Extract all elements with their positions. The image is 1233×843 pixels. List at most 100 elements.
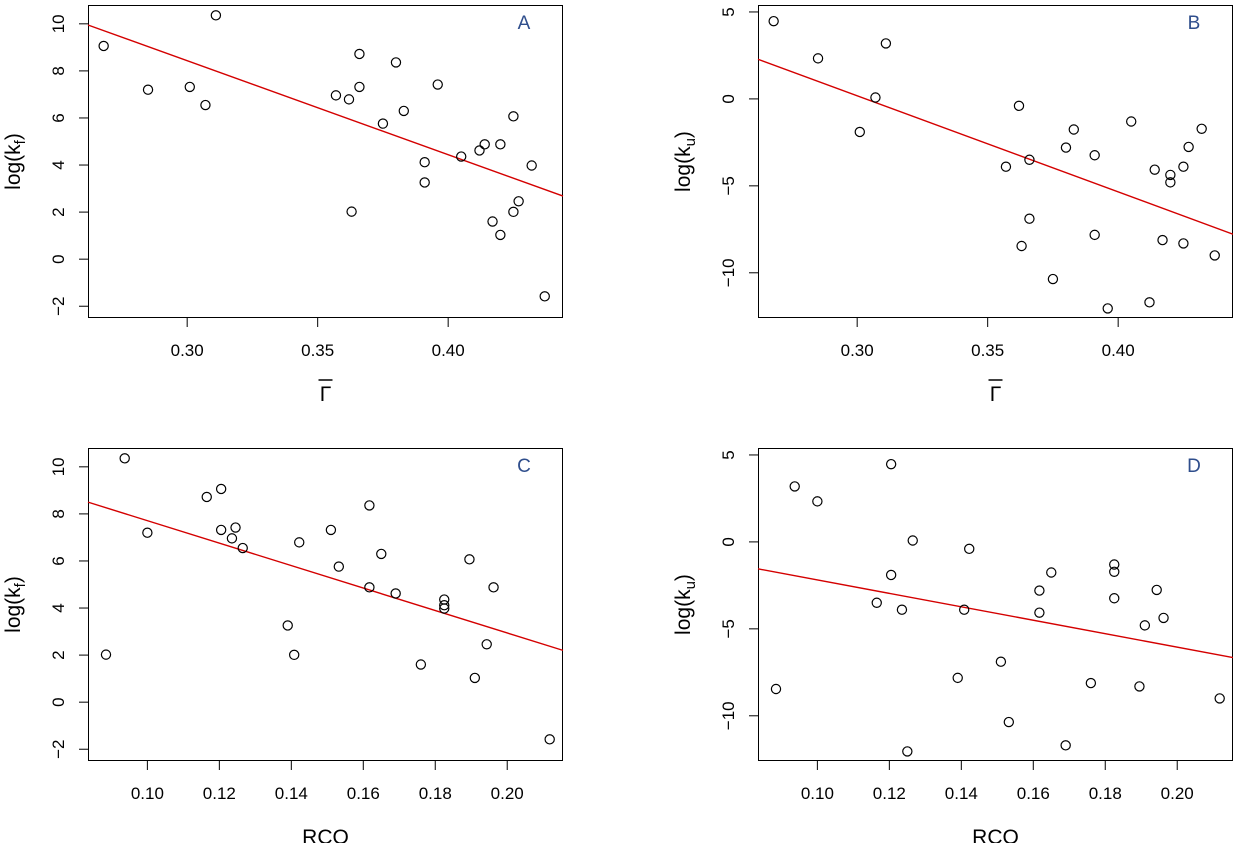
data-point [98, 40, 109, 52]
data-point [346, 206, 357, 217]
x-tick-label: 0.14 [275, 784, 308, 803]
regression-line [757, 58, 1233, 235]
data-point [885, 569, 897, 581]
data-point [1024, 213, 1035, 224]
x-tick-label: 0.12 [203, 784, 236, 803]
data-point [1085, 677, 1097, 689]
data-point [376, 548, 387, 560]
x-tick-label: 0.12 [873, 784, 906, 803]
y-axis-title-base: log(k [672, 146, 695, 192]
data-point [1060, 740, 1071, 751]
data-point [880, 38, 892, 49]
y-tick-label: −10 [719, 258, 738, 287]
data-point [1183, 141, 1194, 153]
y-tick-label: −2 [49, 740, 68, 759]
data-point [226, 533, 238, 544]
y-tick-label: 4 [49, 603, 68, 612]
x-axis-title: RCO [302, 826, 349, 843]
x-tick-label: 0.40 [1102, 341, 1135, 360]
data-point [1024, 154, 1035, 165]
data-point [1068, 124, 1079, 135]
plot-frame [88, 448, 563, 761]
data-point [1109, 559, 1120, 570]
data-point [325, 524, 337, 536]
data-point [210, 10, 222, 21]
x-axis-title: Γ [990, 383, 1002, 406]
data-point [812, 496, 823, 507]
data-point [1209, 250, 1220, 261]
data-point [1178, 238, 1189, 249]
x-tick-label: 0.16 [1017, 784, 1050, 803]
y-axis-title-close: ) [2, 576, 25, 583]
y-axis-title: log(kf) [2, 576, 29, 633]
x-tick-label: 0.20 [1161, 784, 1194, 803]
data-point [333, 561, 345, 572]
data-point [398, 105, 409, 117]
y-axis-title: log(ku) [672, 574, 699, 635]
data-point [354, 48, 365, 60]
data-point [390, 588, 401, 599]
data-point [294, 537, 305, 548]
x-tick-label: 0.18 [1089, 784, 1122, 803]
x-tick-label: 0.10 [801, 784, 834, 803]
data-point [1157, 234, 1168, 246]
data-point [964, 543, 975, 555]
data-point [184, 81, 195, 93]
panel-label: D [1187, 456, 1201, 477]
y-axis-title-close: ) [672, 131, 695, 138]
data-point [364, 500, 375, 511]
y-tick-label: 0 [49, 254, 68, 263]
data-point [1060, 142, 1072, 153]
data-point [1126, 116, 1137, 127]
data-point [1000, 161, 1012, 172]
data-point [119, 453, 130, 464]
y-tick-label: 2 [49, 207, 68, 216]
data-point [952, 672, 963, 684]
data-point [768, 15, 779, 27]
data-point [215, 524, 227, 536]
y-tick-label: 6 [49, 556, 68, 565]
y-tick-label: 10 [49, 457, 68, 476]
data-point [419, 177, 430, 188]
plot-frame [758, 5, 1233, 318]
y-tick-label: 4 [49, 160, 68, 169]
data-point [544, 734, 555, 745]
y-axis-title-base: log(k [2, 587, 25, 633]
x-axis-title: Γ [320, 383, 332, 406]
data-point [439, 603, 450, 614]
y-axis-title-base: log(k [2, 144, 25, 190]
data-point [343, 94, 355, 105]
data-point [526, 160, 537, 171]
data-point [902, 746, 913, 757]
data-point [481, 639, 492, 650]
data-point [1003, 716, 1015, 728]
y-tick-label: 8 [49, 66, 68, 75]
y-axis-title-close: ) [2, 133, 25, 140]
regression-line [757, 568, 1233, 659]
data-point [1016, 240, 1027, 252]
x-tick-label: 0.10 [131, 784, 164, 803]
data-point [1196, 123, 1207, 135]
panel-label: B [1188, 13, 1201, 34]
data-point [200, 99, 211, 111]
y-axis-title-subscript: f [12, 582, 29, 587]
data-point [419, 157, 430, 168]
x-tick-label: 0.20 [491, 784, 524, 803]
data-point [770, 683, 782, 695]
data-point [1149, 164, 1160, 175]
x-tick-label: 0.40 [432, 341, 465, 360]
data-point [354, 81, 365, 93]
data-point [215, 483, 227, 495]
y-tick-label: −5 [719, 619, 738, 638]
data-point [1034, 607, 1045, 618]
x-tick-label: 0.30 [841, 341, 874, 360]
regression-line [87, 501, 564, 652]
panel-c: 0.10 0.12 0.14 0.16 0.18 0.20 −2 0 2 4 6 8 10 RCO log(… [2, 448, 564, 843]
data-point [1034, 585, 1045, 596]
regression-line [87, 24, 564, 197]
x-axis-title: RCO [972, 826, 1019, 843]
y-tick-label: 2 [49, 650, 68, 659]
x-tick-label: 0.18 [419, 784, 452, 803]
